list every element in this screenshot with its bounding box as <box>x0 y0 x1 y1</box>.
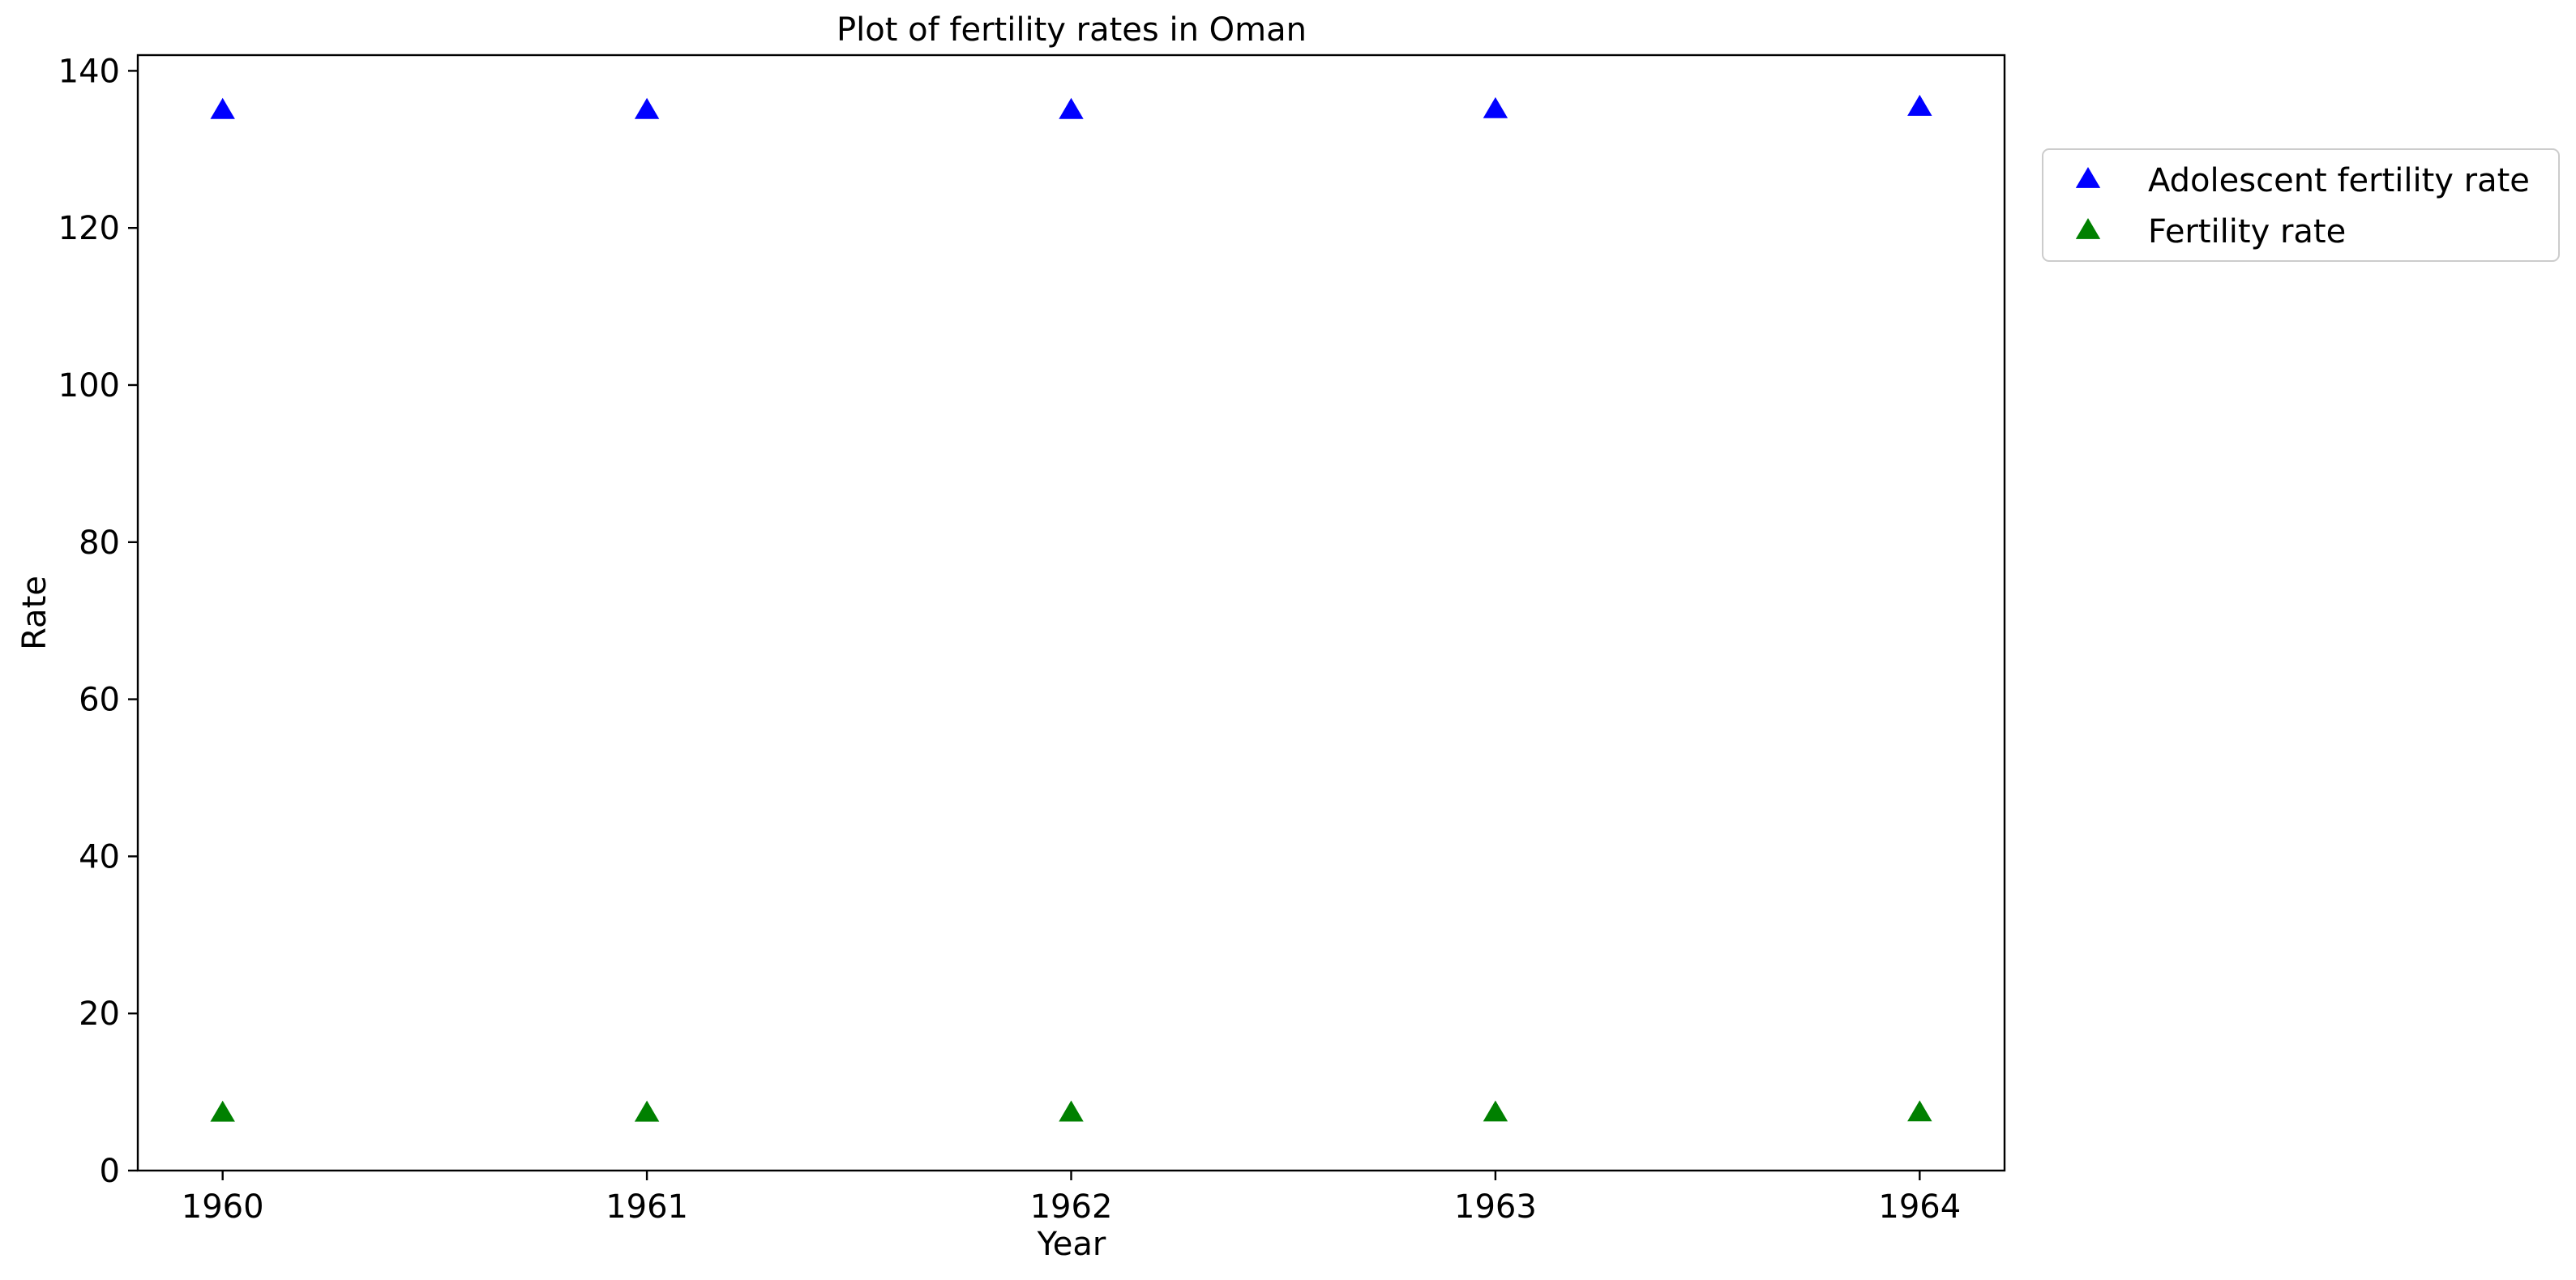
legend-marker-fertility-rate <box>2075 218 2101 239</box>
marker-adolescent-fertility-rate-1964 <box>1907 94 1932 116</box>
y-tick-label: 0 <box>100 1153 120 1190</box>
data-points <box>210 94 1932 1122</box>
x-tick-label: 1960 <box>182 1188 264 1226</box>
legend-marker-adolescent-fertility-rate <box>2075 167 2101 188</box>
marker-adolescent-fertility-rate-1962 <box>1059 97 1084 119</box>
plot-area: 0 20 40 60 80 100 120 140 1960 1961 1962 1963 1964 <box>58 53 2006 1226</box>
marker-fertility-rate-1960 <box>210 1100 235 1122</box>
marker-adolescent-fertility-rate-1961 <box>634 97 660 119</box>
legend-label-adolescent-fertility-rate: Adolescent fertility rate <box>2148 162 2530 199</box>
y-tick-label: 80 <box>79 524 120 562</box>
legend-label-fertility-rate: Fertility rate <box>2148 213 2346 250</box>
plot-frame <box>136 54 2006 1172</box>
y-tick-label: 60 <box>79 682 120 719</box>
legend: Adolescent fertility rate Fertility rate <box>2042 148 2560 262</box>
x-tick-label: 1964 <box>1878 1188 1961 1226</box>
x-axis-label: Year <box>1037 1226 1106 1263</box>
x-axis: 1960 1961 1962 1963 1964 <box>182 1171 1961 1226</box>
y-axis-label: Rate <box>16 576 53 650</box>
x-tick-label: 1962 <box>1030 1188 1113 1226</box>
y-tick-label: 120 <box>58 210 120 247</box>
y-tick-label: 40 <box>79 838 120 875</box>
y-tick-label: 100 <box>58 367 120 405</box>
x-tick-label: 1961 <box>605 1188 688 1226</box>
y-tick-label: 20 <box>79 995 120 1033</box>
marker-fertility-rate-1962 <box>1059 1100 1084 1122</box>
marker-adolescent-fertility-rate-1963 <box>1483 96 1508 118</box>
y-axis: 0 20 40 60 80 100 120 140 <box>58 53 138 1190</box>
marker-fertility-rate-1961 <box>634 1100 660 1122</box>
legend-frame <box>2042 148 2560 262</box>
chart-title: Plot of fertility rates in Oman <box>837 11 1307 49</box>
marker-fertility-rate-1964 <box>1907 1100 1932 1122</box>
marker-adolescent-fertility-rate-1960 <box>210 97 235 119</box>
marker-fertility-rate-1963 <box>1483 1100 1508 1122</box>
y-tick-label: 140 <box>58 53 120 90</box>
x-tick-label: 1963 <box>1454 1188 1537 1226</box>
